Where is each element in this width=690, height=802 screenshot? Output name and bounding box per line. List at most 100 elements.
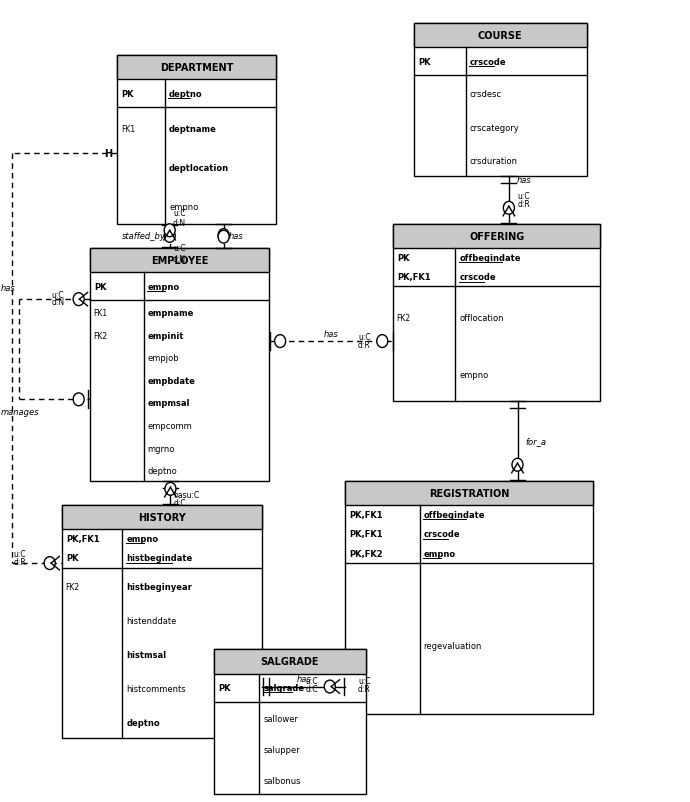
Text: hasu:C: hasu:C [173,491,199,500]
Text: PK: PK [94,282,106,291]
Text: PK,FK1: PK,FK1 [66,534,100,544]
Circle shape [73,294,84,306]
Text: d:R: d:R [14,557,26,566]
Text: empjob: empjob [148,354,179,363]
Text: has: has [324,329,339,338]
Text: empname: empname [148,309,194,318]
Text: H: H [104,149,112,159]
Bar [393,225,600,401]
Text: histenddate: histenddate [126,616,177,625]
Bar [90,249,269,481]
Bar [62,505,262,529]
Text: u:C
d:N: u:C d:N [173,209,186,228]
Text: d:C: d:C [173,499,186,508]
Text: PK: PK [66,553,79,563]
Text: u:C: u:C [518,192,530,201]
Text: deptno: deptno [126,718,160,727]
Text: salbonus: salbonus [264,776,301,784]
Text: FK2: FK2 [93,331,107,340]
Circle shape [324,680,335,693]
Text: has: has [518,176,532,185]
Text: d:R: d:R [358,684,371,693]
Text: FK2: FK2 [397,314,411,323]
Text: for_a: for_a [526,436,546,446]
Text: empno: empno [460,371,489,380]
Bar [90,249,269,273]
Bar [414,24,586,176]
Text: crscode: crscode [460,273,496,282]
Bar [345,481,593,714]
Text: crscategory: crscategory [470,124,520,132]
Circle shape [164,225,175,237]
Text: u:C: u:C [52,290,64,299]
Circle shape [512,459,523,472]
Text: regevaluation: regevaluation [424,642,482,650]
Text: d:C: d:C [306,684,318,693]
Text: FK1: FK1 [121,125,135,134]
Circle shape [165,483,176,496]
Text: deptlocation: deptlocation [169,164,229,173]
Text: HISTORY: HISTORY [138,512,186,522]
Bar [393,225,600,249]
Text: empno: empno [424,549,456,558]
Text: d:R: d:R [358,340,371,350]
Text: REGISTRATION: REGISTRATION [429,488,509,498]
Text: COURSE: COURSE [478,31,522,41]
Circle shape [275,335,286,348]
Text: u:C: u:C [306,676,318,685]
Text: empno: empno [126,534,159,544]
Text: PK: PK [121,90,134,99]
Text: d:N: d:N [52,298,65,306]
Text: offbegindate: offbegindate [424,510,485,520]
Bar [414,24,586,48]
Text: deptno: deptno [148,467,177,476]
Text: u:C: u:C [14,549,26,558]
Text: PK,FK1: PK,FK1 [397,273,431,282]
Text: crsdesc: crsdesc [470,90,502,99]
Text: has: has [229,232,244,241]
Circle shape [44,557,55,569]
Text: u:C: u:C [358,332,371,342]
Circle shape [218,229,229,242]
Text: empno: empno [169,203,198,212]
Circle shape [164,230,175,243]
Text: manages: manages [1,407,39,416]
Text: PK: PK [418,58,431,67]
Text: offbegindate: offbegindate [460,253,521,263]
Text: empbdate: empbdate [148,376,195,385]
Text: PK,FK1: PK,FK1 [349,510,383,520]
Text: histbegindate: histbegindate [126,553,193,563]
Text: PK,FK1: PK,FK1 [349,529,383,539]
Text: histmsal: histmsal [126,650,166,659]
Bar [62,505,262,738]
Circle shape [377,335,388,348]
Bar [117,56,276,225]
Text: deptname: deptname [169,125,217,134]
Text: PK: PK [218,683,230,692]
Bar [214,650,366,794]
Text: salgrade: salgrade [264,683,305,692]
Text: has: has [1,283,15,292]
Text: DEPARTMENT: DEPARTMENT [160,63,233,73]
Text: deptno: deptno [169,90,203,99]
Text: EMPLOYEE: EMPLOYEE [150,256,208,265]
Text: SALGRADE: SALGRADE [261,657,319,666]
Bar [117,56,276,80]
Text: staffed_by: staffed_by [122,232,166,241]
Circle shape [73,393,84,406]
Bar [345,481,593,505]
Text: crscode: crscode [424,529,460,539]
Text: d:R: d:R [518,200,530,209]
Circle shape [218,231,229,244]
Text: histcomments: histcomments [126,684,186,693]
Text: sallower: sallower [264,714,299,723]
Circle shape [504,202,515,215]
Text: u:C
d:N: u:C d:N [173,244,186,263]
Text: salupper: salupper [264,745,300,754]
Text: mgrno: mgrno [148,444,175,453]
Text: crscode: crscode [470,58,506,67]
Text: PK,FK2: PK,FK2 [349,549,383,558]
Text: offlocation: offlocation [460,314,504,323]
Text: empmsal: empmsal [148,399,190,408]
Text: OFFERING: OFFERING [469,232,524,241]
